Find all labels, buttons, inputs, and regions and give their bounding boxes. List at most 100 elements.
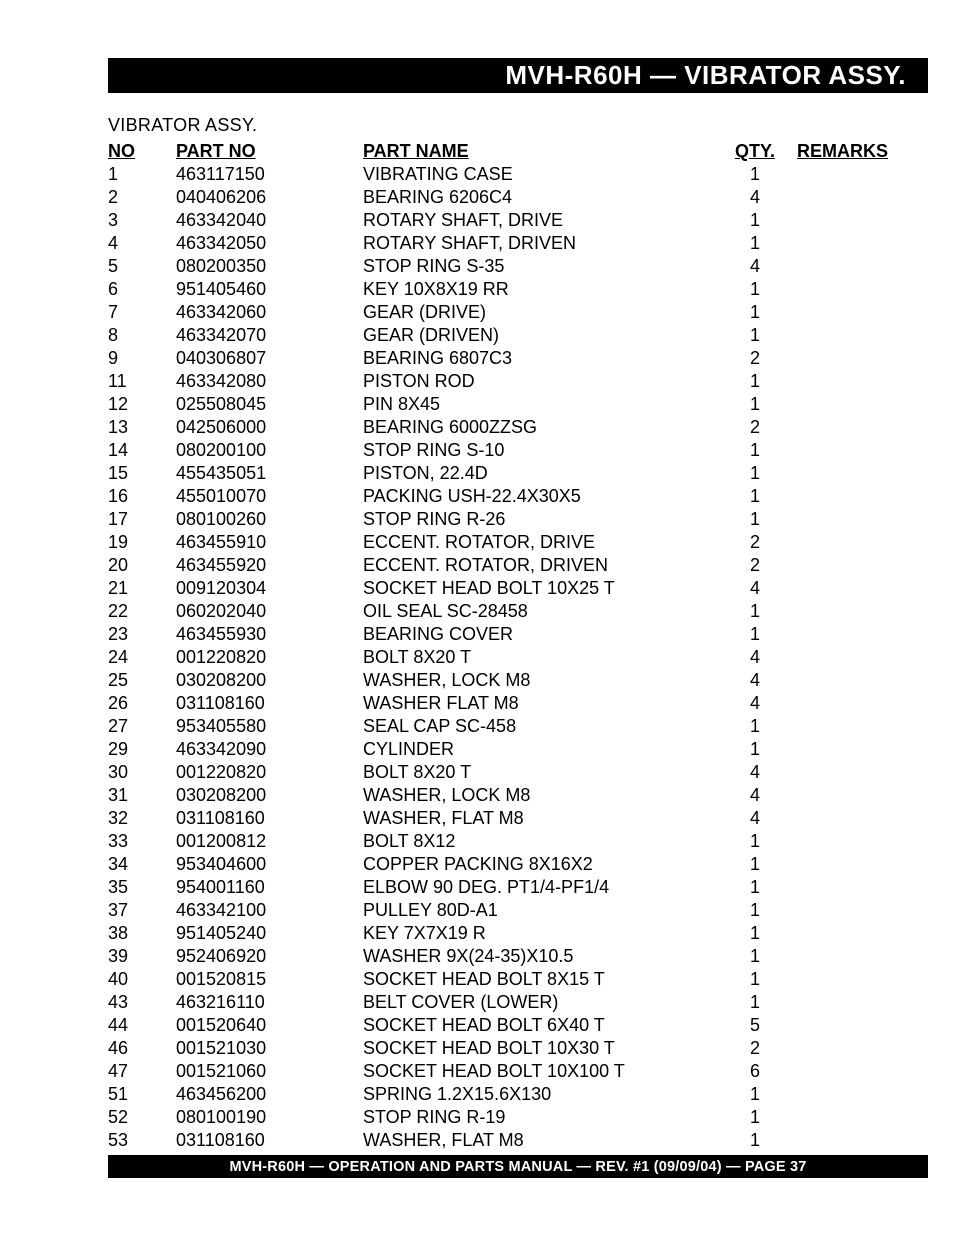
cell-no: 5	[108, 255, 176, 278]
cell-partno: 463342060	[176, 301, 363, 324]
cell-qty: 4	[713, 807, 797, 830]
col-header-name: PART NAME	[363, 140, 713, 163]
cell-qty: 4	[713, 669, 797, 692]
cell-name: COPPER PACKING 8X16X2	[363, 853, 713, 876]
cell-remarks	[797, 1060, 887, 1083]
cell-remarks	[797, 876, 887, 899]
cell-partno: 001521030	[176, 1037, 363, 1060]
cell-no: 13	[108, 416, 176, 439]
table-row: 4463342050ROTARY SHAFT, DRIVEN1	[108, 232, 888, 255]
table-row: 51463456200SPRING 1.2X15.6X1301	[108, 1083, 888, 1106]
cell-name: PACKING USH-22.4X30X5	[363, 485, 713, 508]
cell-partno: 040306807	[176, 347, 363, 370]
cell-remarks	[797, 462, 887, 485]
cell-partno: 463455910	[176, 531, 363, 554]
table-row: 52080100190STOP RING R-191	[108, 1106, 888, 1129]
cell-remarks	[797, 1083, 887, 1106]
cell-qty: 4	[713, 186, 797, 209]
cell-partno: 030208200	[176, 784, 363, 807]
cell-qty: 1	[713, 163, 797, 186]
table-row: 15455435051PISTON, 22.4D1	[108, 462, 888, 485]
cell-partno: 463455920	[176, 554, 363, 577]
cell-partno: 951405240	[176, 922, 363, 945]
cell-no: 53	[108, 1129, 176, 1152]
table-row: 47001521060SOCKET HEAD BOLT 10X100 T6	[108, 1060, 888, 1083]
cell-name: BEARING 6000ZZSG	[363, 416, 713, 439]
cell-qty: 1	[713, 508, 797, 531]
cell-no: 24	[108, 646, 176, 669]
cell-partno: 009120304	[176, 577, 363, 600]
cell-name: SOCKET HEAD BOLT 10X30 T	[363, 1037, 713, 1060]
cell-remarks	[797, 531, 887, 554]
cell-qty: 4	[713, 761, 797, 784]
cell-remarks	[797, 301, 887, 324]
cell-remarks	[797, 1014, 887, 1037]
cell-partno: 951405460	[176, 278, 363, 301]
col-header-partno: PART NO	[176, 140, 363, 163]
cell-qty: 1	[713, 439, 797, 462]
cell-no: 16	[108, 485, 176, 508]
cell-partno: 463455930	[176, 623, 363, 646]
cell-qty: 1	[713, 830, 797, 853]
table-row: 8463342070GEAR (DRIVEN)1	[108, 324, 888, 347]
cell-no: 38	[108, 922, 176, 945]
cell-name: SOCKET HEAD BOLT 8X15 T	[363, 968, 713, 991]
cell-remarks	[797, 370, 887, 393]
cell-name: KEY 7X7X19 R	[363, 922, 713, 945]
cell-name: PISTON, 22.4D	[363, 462, 713, 485]
cell-qty: 6	[713, 1060, 797, 1083]
cell-remarks	[797, 922, 887, 945]
cell-name: BELT COVER (LOWER)	[363, 991, 713, 1014]
table-row: 38951405240KEY 7X7X19 R1	[108, 922, 888, 945]
cell-name: SPRING 1.2X15.6X130	[363, 1083, 713, 1106]
cell-remarks	[797, 1129, 887, 1152]
cell-no: 37	[108, 899, 176, 922]
cell-name: GEAR (DRIVE)	[363, 301, 713, 324]
cell-no: 3	[108, 209, 176, 232]
cell-name: BEARING 6807C3	[363, 347, 713, 370]
cell-name: ELBOW 90 DEG. PT1/4-PF1/4	[363, 876, 713, 899]
table-row: 29463342090CYLINDER1	[108, 738, 888, 761]
cell-name: CYLINDER	[363, 738, 713, 761]
cell-name: ECCENT. ROTATOR, DRIVEN	[363, 554, 713, 577]
table-row: 43463216110BELT COVER (LOWER)1	[108, 991, 888, 1014]
cell-qty: 4	[713, 577, 797, 600]
table-row: 35954001160ELBOW 90 DEG. PT1/4-PF1/41	[108, 876, 888, 899]
cell-no: 43	[108, 991, 176, 1014]
table-row: 26031108160WASHER FLAT M84	[108, 692, 888, 715]
table-row: 24001220820BOLT 8X20 T4	[108, 646, 888, 669]
table-header-row: NO PART NO PART NAME QTY. REMARKS	[108, 140, 888, 163]
cell-no: 34	[108, 853, 176, 876]
table-row: 21009120304SOCKET HEAD BOLT 10X25 T4	[108, 577, 888, 600]
cell-qty: 1	[713, 232, 797, 255]
cell-partno: 030208200	[176, 669, 363, 692]
cell-name: SOCKET HEAD BOLT 10X25 T	[363, 577, 713, 600]
cell-partno: 463342080	[176, 370, 363, 393]
cell-no: 51	[108, 1083, 176, 1106]
cell-partno: 042506000	[176, 416, 363, 439]
cell-name: BOLT 8X20 T	[363, 646, 713, 669]
cell-qty: 1	[713, 1129, 797, 1152]
cell-remarks	[797, 554, 887, 577]
cell-qty: 1	[713, 968, 797, 991]
cell-partno: 001520640	[176, 1014, 363, 1037]
table-row: 33001200812BOLT 8X121	[108, 830, 888, 853]
parts-table: NO PART NO PART NAME QTY. REMARKS 146311…	[108, 140, 888, 1152]
table-row: 44001520640SOCKET HEAD BOLT 6X40 T5	[108, 1014, 888, 1037]
cell-no: 20	[108, 554, 176, 577]
cell-qty: 1	[713, 876, 797, 899]
cell-no: 17	[108, 508, 176, 531]
cell-remarks	[797, 830, 887, 853]
cell-no: 35	[108, 876, 176, 899]
table-row: 40001520815SOCKET HEAD BOLT 8X15 T1	[108, 968, 888, 991]
cell-qty: 1	[713, 899, 797, 922]
cell-remarks	[797, 807, 887, 830]
cell-name: WASHER, LOCK M8	[363, 669, 713, 692]
table-body: 1463117150VIBRATING CASE12040406206BEARI…	[108, 163, 888, 1152]
cell-remarks	[797, 232, 887, 255]
cell-no: 44	[108, 1014, 176, 1037]
cell-qty: 1	[713, 301, 797, 324]
cell-remarks	[797, 692, 887, 715]
table-row: 11463342080PISTON ROD1	[108, 370, 888, 393]
cell-remarks	[797, 669, 887, 692]
